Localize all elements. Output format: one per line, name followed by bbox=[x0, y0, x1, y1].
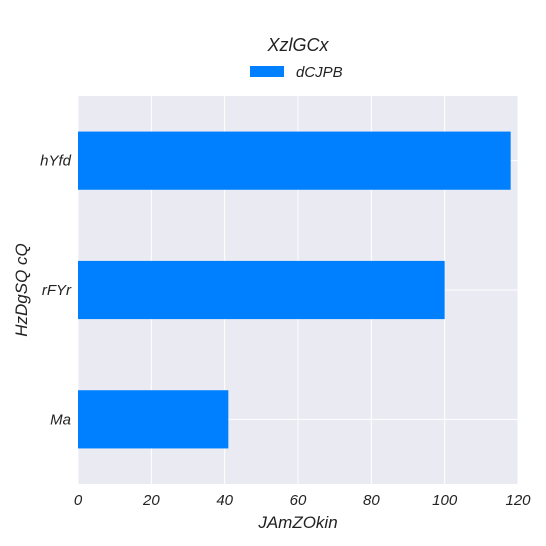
y-tick-label: rFYr bbox=[42, 282, 72, 299]
x-tick-label: 80 bbox=[363, 492, 380, 509]
chart-title: XzlGCx bbox=[266, 35, 329, 55]
bars bbox=[78, 131, 511, 449]
legend-swatch bbox=[250, 66, 284, 77]
x-tick-label: 100 bbox=[432, 492, 458, 509]
x-tick-labels: 0 20 40 60 80 100 120 bbox=[74, 492, 531, 509]
x-tick-label: 0 bbox=[74, 492, 83, 509]
y-tick-labels: hYfd rFYr Ma bbox=[40, 153, 72, 429]
bar-Ma bbox=[78, 390, 229, 449]
x-tick-label: 120 bbox=[505, 492, 531, 509]
bar-hYfd bbox=[78, 131, 511, 190]
x-tick-label: 60 bbox=[290, 492, 307, 509]
legend-label: dCJPB bbox=[296, 64, 343, 81]
x-axis-label: JAmZOkin bbox=[257, 513, 337, 532]
y-tick-label: Ma bbox=[50, 411, 71, 428]
legend: dCJPB bbox=[250, 64, 343, 81]
y-axis-label: HzDgSQ cQ bbox=[12, 243, 31, 337]
y-tick-label: hYfd bbox=[40, 153, 72, 170]
x-tick-label: 40 bbox=[216, 492, 233, 509]
bar-rFYr bbox=[78, 260, 445, 320]
x-tick-label: 20 bbox=[142, 492, 160, 509]
